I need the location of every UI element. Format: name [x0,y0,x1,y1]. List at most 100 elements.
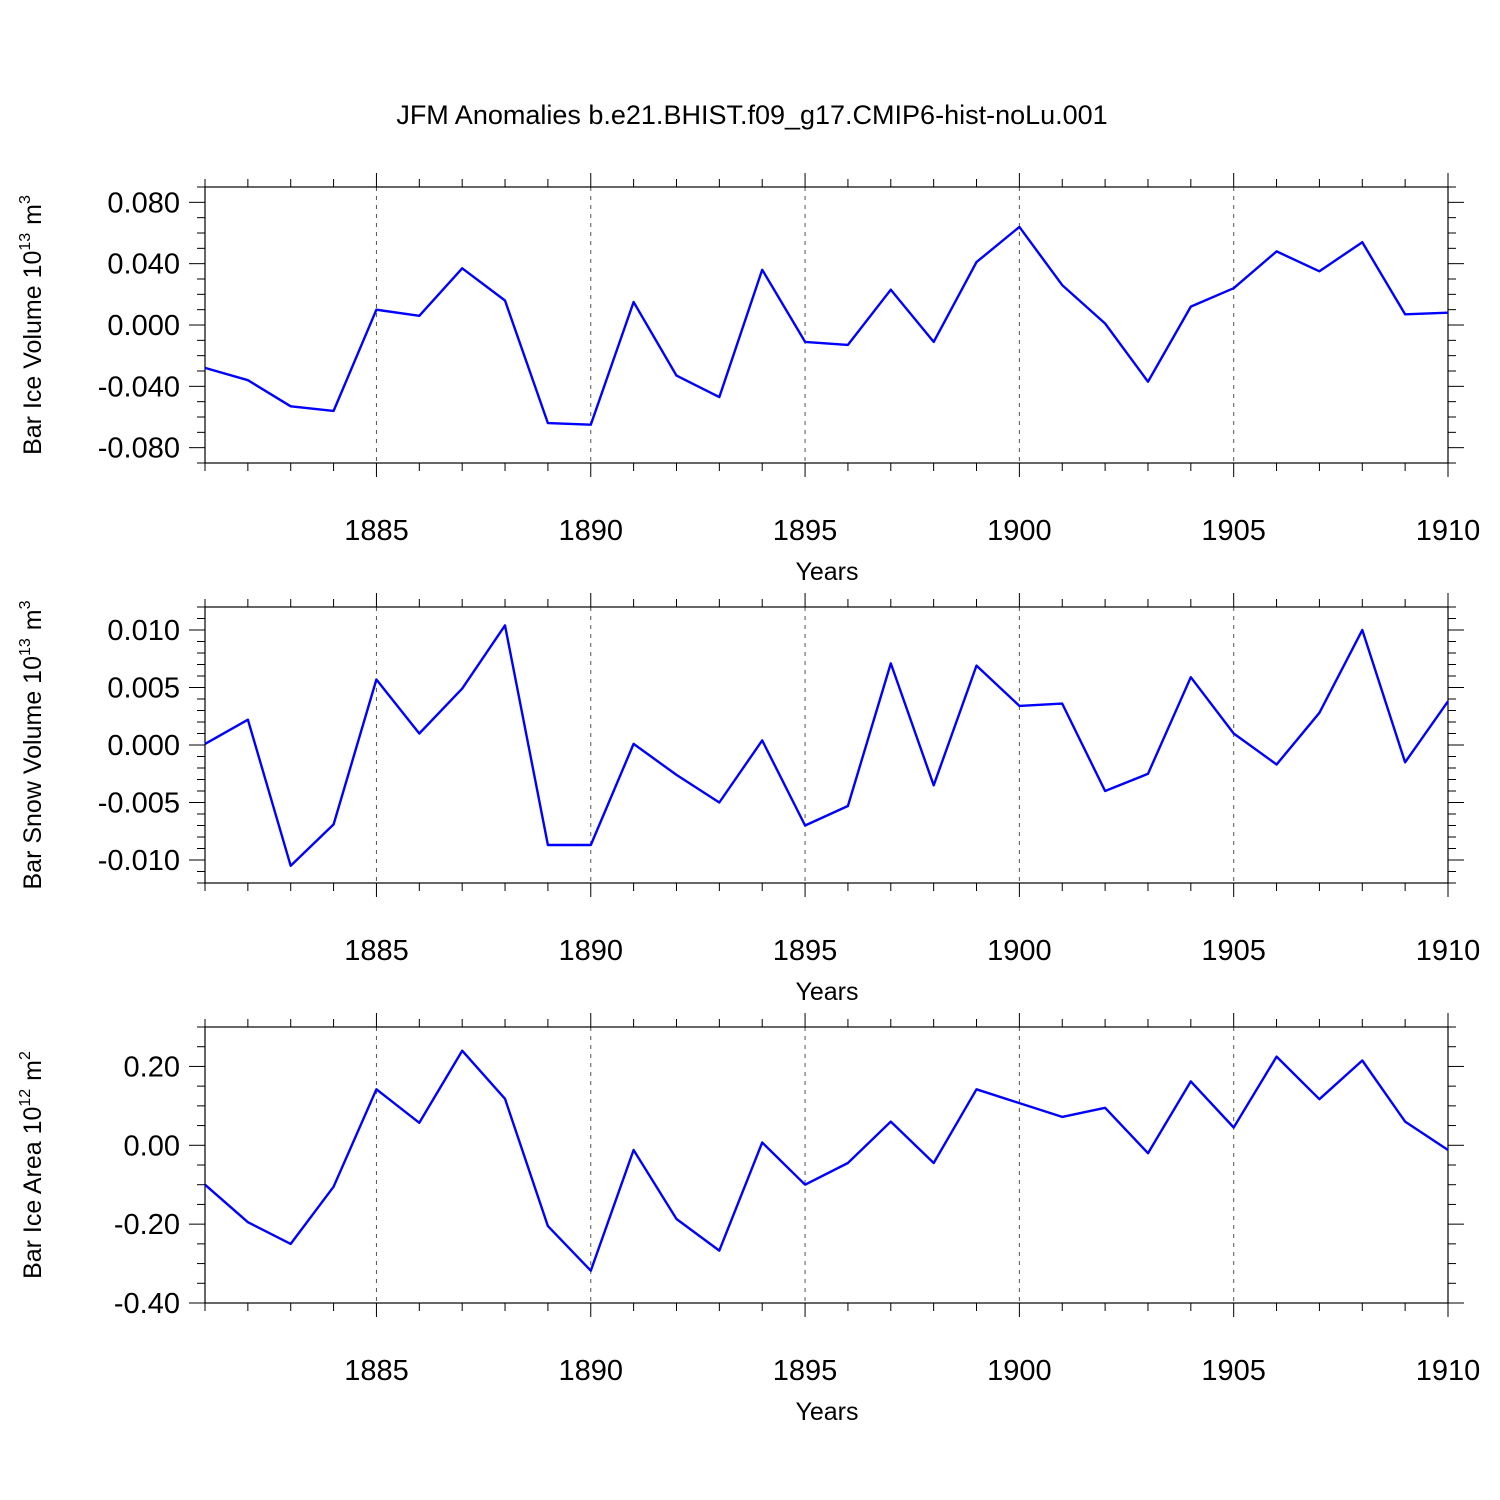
y-tick-label: -0.40 [114,1288,180,1320]
data-point [546,1224,550,1228]
data-point [846,343,850,347]
data-point [374,1087,378,1091]
data-point [1189,305,1193,309]
data-point [203,366,207,370]
x-tick-label: 1905 [1201,935,1266,967]
data-point [289,864,293,868]
y-axis-title-main: Bar Ice Volume 10 [19,251,47,455]
x-tick-label: 1895 [773,1355,838,1387]
data-point [1189,1079,1193,1083]
plot-frame [204,1026,1449,1304]
data-point [717,395,721,399]
data-point [1103,1106,1107,1110]
data-point [589,1269,593,1273]
data-point [246,1220,250,1224]
data-point [760,1141,764,1145]
data-point [417,314,421,318]
y-tick-label: -0.040 [98,371,180,403]
y-axis-title: Bar Ice Volume 1013 m3 [17,195,47,455]
y-tick-label: 0.010 [107,615,180,647]
data-point [803,824,807,828]
x-tick-label: 1885 [344,515,409,547]
data-point [1275,1055,1279,1059]
data-point [1060,1115,1064,1119]
data-point [1403,1120,1407,1124]
y-tick-label: -0.005 [98,788,180,820]
y-tick-label: 0.080 [107,187,180,219]
y-axis-title-exponent: 13 [17,638,34,656]
data-point [1103,789,1107,793]
data-point [1232,1126,1236,1130]
data-point [674,374,678,378]
y-tick-label: 0.20 [124,1051,180,1083]
x-tick-label: 1890 [559,1355,624,1387]
data-point [417,1121,421,1125]
data-point [889,661,893,665]
y-axis-title-unit: m [19,1060,47,1081]
data-point [374,308,378,312]
data-point [1060,702,1064,706]
data-point [374,677,378,681]
y-axis-title-unit: m [19,204,47,225]
x-tick-label: 1890 [559,515,624,547]
data-point [1017,704,1021,708]
plot-frame [204,606,1449,884]
data-point [417,732,421,736]
data-point [1146,1151,1150,1155]
data-point [889,1120,893,1124]
data-point [760,738,764,742]
data-point [1446,1148,1450,1152]
y-tick-label: 0.005 [107,673,180,705]
data-point [589,843,593,847]
data-point [803,1183,807,1187]
x-axis-title: Years [795,558,858,586]
data-point [203,742,207,746]
data-point [803,340,807,344]
y-axis-title: Bar Ice Area 1012 m2 [17,1051,47,1279]
data-point [546,421,550,425]
data-point [1275,249,1279,253]
data-point [1146,380,1150,384]
data-point [717,801,721,805]
data-point [717,1249,721,1253]
x-tick-label: 1910 [1416,515,1481,547]
y-axis-title-unit: m [19,609,47,630]
data-point [1275,763,1279,767]
data-point [932,340,936,344]
chart-title: JFM Anomalies b.e21.BHIST.f09_g17.CMIP6-… [396,100,1107,130]
y-axis-title-exponent: 13 [17,233,34,251]
data-point [1103,321,1107,325]
series-line [204,225,1449,426]
data-point [332,409,336,413]
data-point [503,623,507,627]
data-point [289,1242,293,1246]
data-point [1317,1097,1321,1101]
data-point [975,664,979,668]
x-tick-label: 1885 [344,935,409,967]
y-axis-title: Bar Snow Volume 1013 m3 [17,600,47,889]
y-tick-label: 0.00 [124,1130,180,1162]
y-tick-label: 0.040 [107,249,180,281]
data-point [1060,283,1064,287]
data-point [1017,1101,1021,1105]
data-point [503,1097,507,1101]
data-point [589,423,593,427]
y-axis-title-main: Bar Ice Area 10 [19,1107,47,1279]
y-tick-label: -0.010 [98,845,180,877]
data-point [332,1185,336,1189]
data-point [1360,240,1364,244]
x-tick-label: 1895 [773,935,838,967]
data-point [1232,286,1236,290]
data-point [632,742,636,746]
data-point [289,404,293,408]
panel-3: -0.40 -0.20 0.00 0.20 1885 1890 1895 1900 1905 19… [17,1013,1480,1426]
data-point [975,1087,979,1091]
data-point [674,1217,678,1221]
x-axis-title: Years [795,1398,858,1426]
data-point [1189,675,1193,679]
data-point [932,783,936,787]
data-point [1360,1059,1364,1063]
x-tick-label: 1890 [559,935,624,967]
x-tick-label: 1885 [344,1355,409,1387]
